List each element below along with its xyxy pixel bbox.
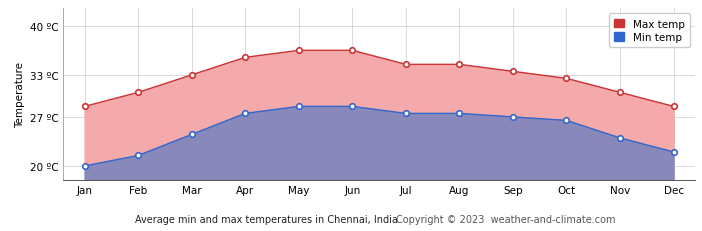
Y-axis label: Temperature: Temperature	[15, 62, 25, 128]
Text: Copyright © 2023  weather-and-climate.com: Copyright © 2023 weather-and-climate.com	[396, 214, 615, 224]
Text: Average min and max temperatures in Chennai, India: Average min and max temperatures in Chen…	[135, 214, 398, 224]
Legend: Max temp, Min temp: Max temp, Min temp	[609, 14, 690, 48]
